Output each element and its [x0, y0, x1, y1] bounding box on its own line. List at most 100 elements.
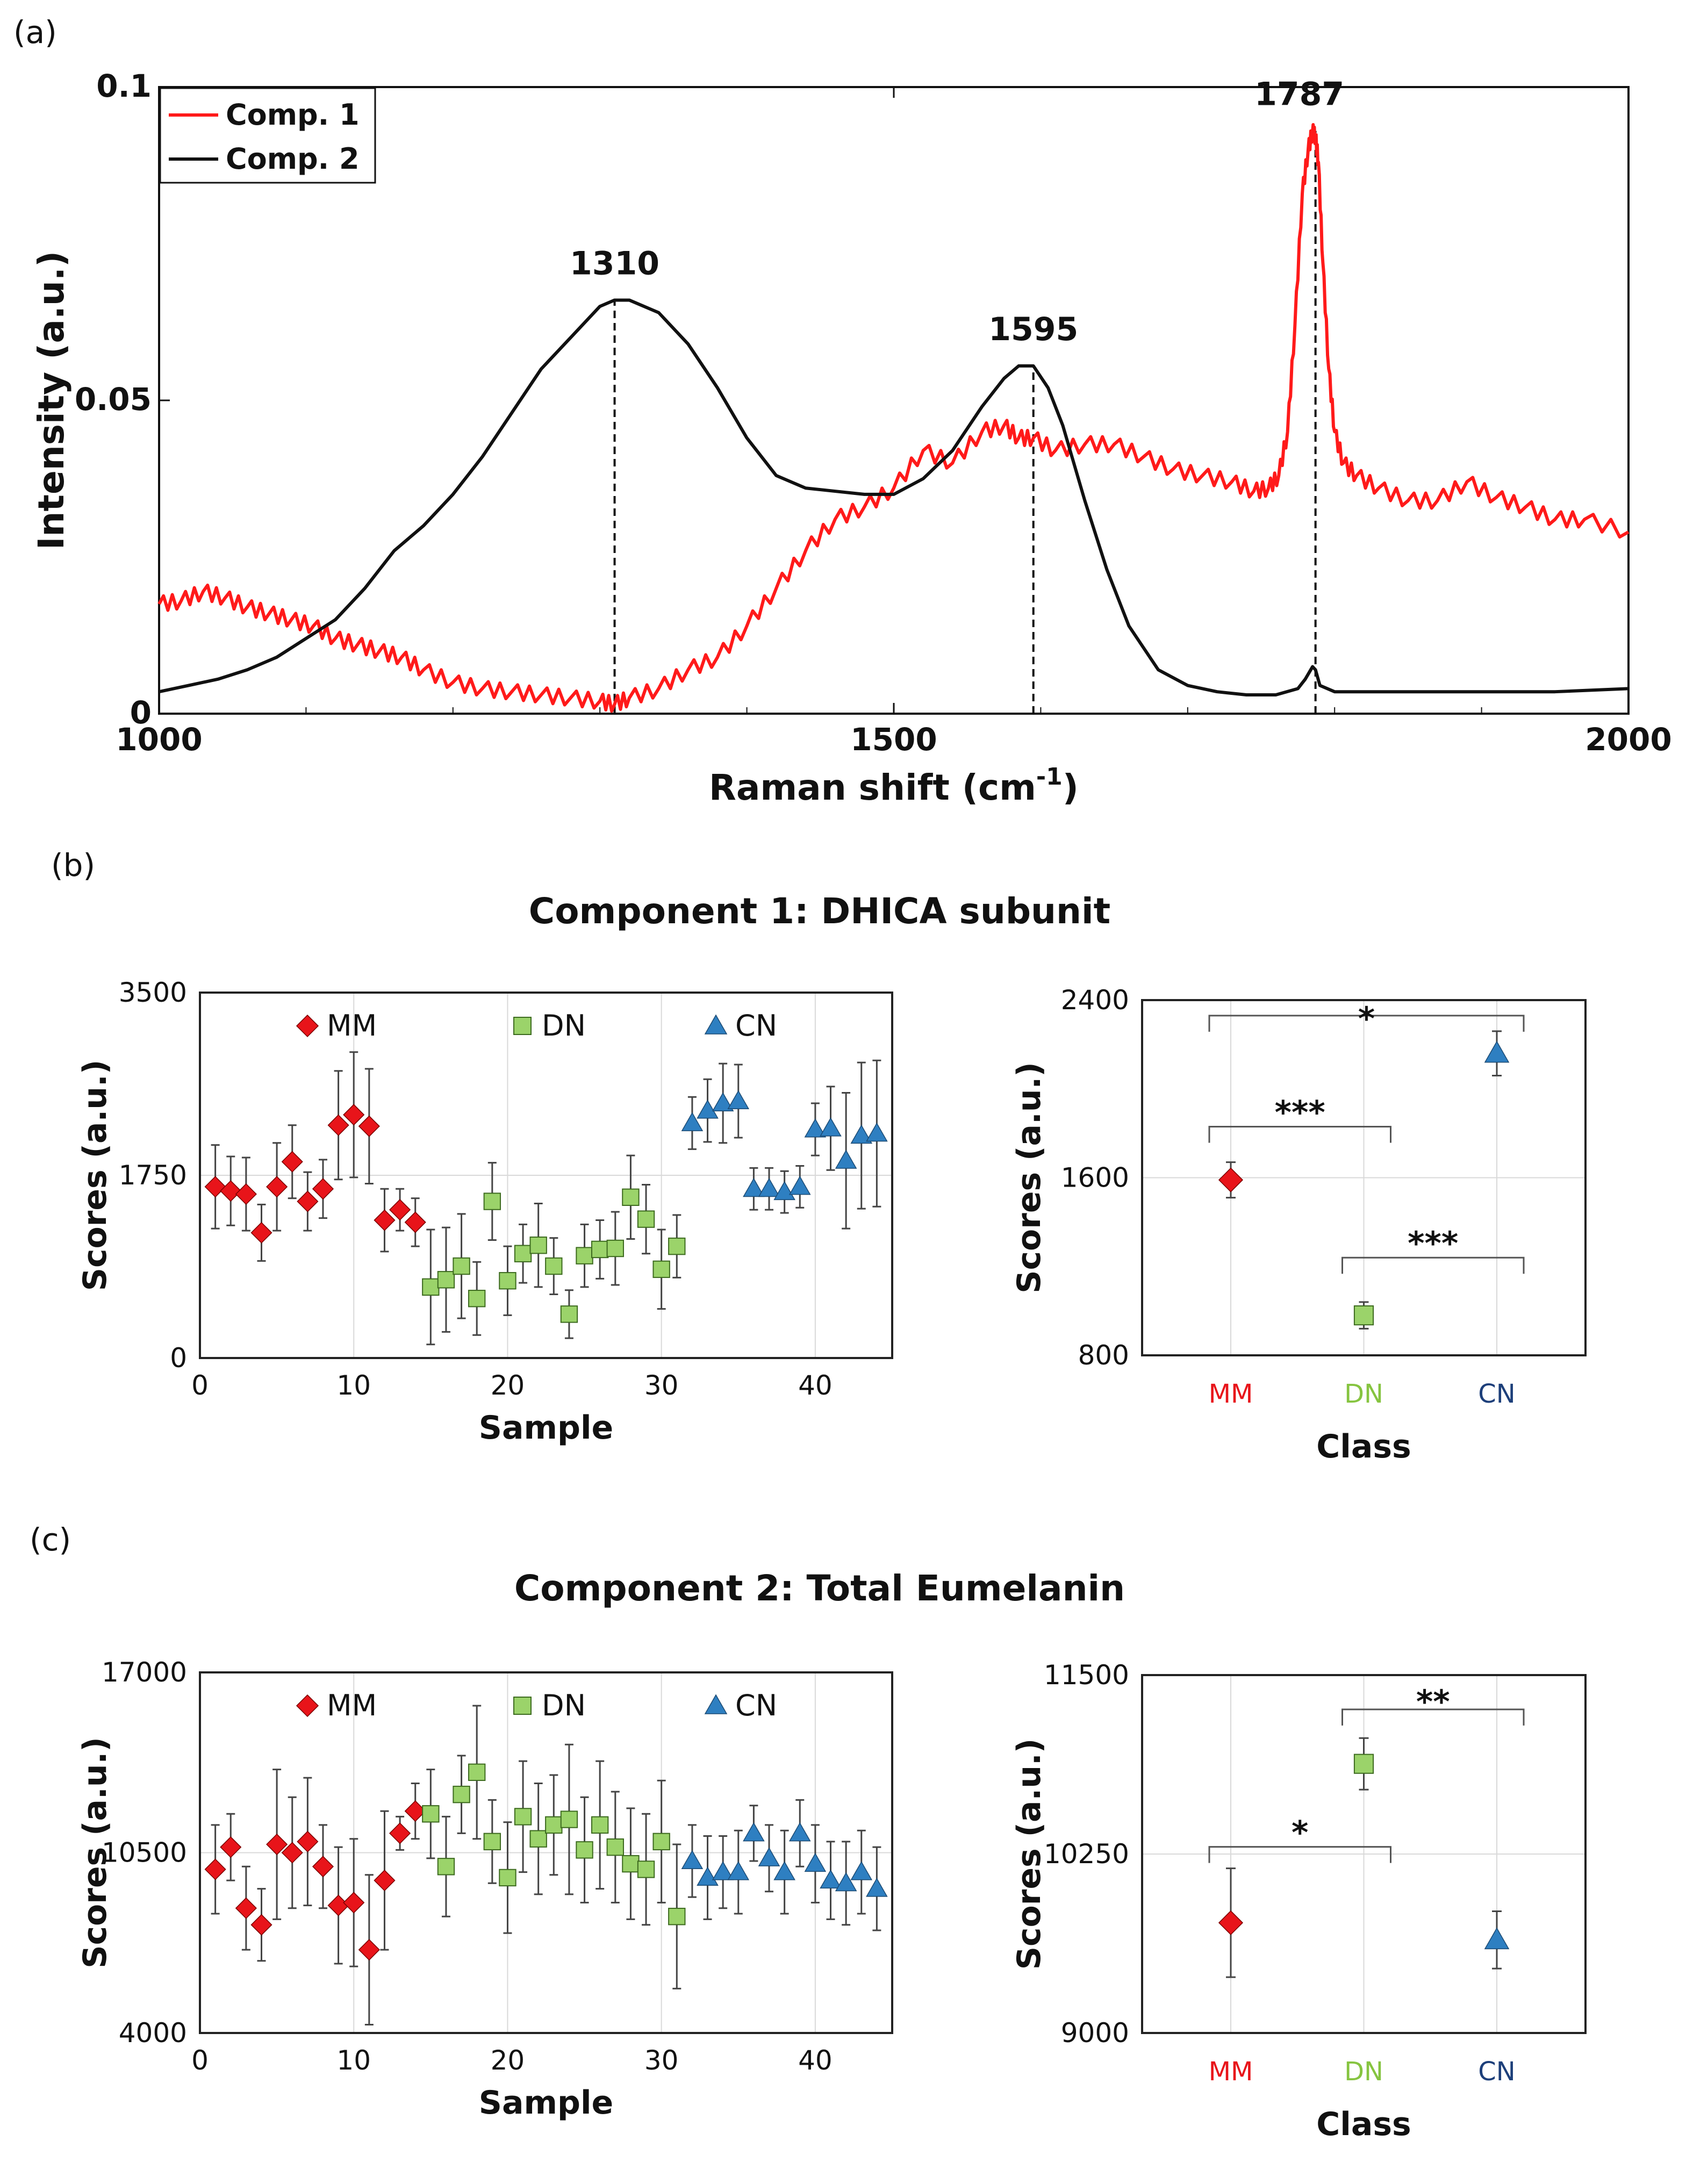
- data-point-mm: [404, 1211, 426, 1233]
- significance-bracket: [1341, 1256, 1525, 1274]
- data-point-cn: [788, 1822, 811, 1842]
- panel-label-a: (a): [13, 14, 57, 51]
- class-tick-label-dn: DN: [1344, 1379, 1383, 1409]
- x-axis-label: Sample: [479, 1409, 613, 1447]
- y-tick-label: 800: [1078, 1340, 1129, 1371]
- peak-label: 1310: [570, 245, 659, 282]
- data-point-dn: [591, 1240, 609, 1259]
- legend-entry: CN: [735, 1009, 777, 1043]
- panel-label-c: (c): [30, 1521, 71, 1558]
- class-mean-dn: [1353, 1305, 1374, 1326]
- significance-label: *: [1292, 1814, 1308, 1852]
- data-point-cn: [820, 1869, 842, 1889]
- class-mean-mm: [1218, 1910, 1244, 1935]
- data-point-mm: [358, 1939, 380, 1961]
- significance-bracket: [1208, 1846, 1391, 1863]
- data-point-dn: [637, 1860, 655, 1878]
- data-point-mm: [250, 1914, 272, 1936]
- x-tick-label: 40: [798, 1370, 833, 1401]
- data-point-mm: [204, 1176, 226, 1198]
- data-point-mm: [327, 1894, 349, 1916]
- data-point-dn: [483, 1833, 501, 1851]
- data-point-cn: [773, 1861, 795, 1880]
- data-point-mm: [220, 1180, 242, 1202]
- data-point-cn: [743, 1822, 765, 1842]
- data-point-mm: [389, 1822, 411, 1844]
- data-point-dn: [422, 1278, 440, 1296]
- y-axis-label: Scores (a.u.): [1010, 1738, 1048, 1970]
- x-tick-label: 10: [336, 2045, 371, 2076]
- data-point-cn: [788, 1175, 811, 1195]
- class-tick-label-dn: DN: [1344, 2057, 1383, 2087]
- plot-frame: [199, 1671, 893, 2034]
- data-point-cn: [697, 1100, 719, 1119]
- x-tick-label: 1000: [116, 721, 202, 758]
- y-tick-label: 0: [170, 1342, 187, 1374]
- x-tick-label: 30: [644, 1370, 679, 1401]
- series-line-1: [157, 123, 1630, 713]
- data-point-cn: [804, 1852, 827, 1872]
- data-point-dn: [606, 1239, 624, 1258]
- data-point-cn: [850, 1124, 873, 1144]
- chart-component2-samples: 0 10 20 30 40 4000 10500 17000 Sample Scores (a.u…: [76, 1657, 893, 2122]
- data-point-cn: [712, 1861, 734, 1880]
- data-point-cn: [758, 1847, 780, 1866]
- class-mean-dn: [1353, 1754, 1374, 1774]
- y-tick-label: 2400: [1061, 985, 1129, 1016]
- data-point-dn: [437, 1858, 455, 1876]
- data-point-dn: [591, 1816, 609, 1834]
- x-tick-label: 0: [191, 1370, 209, 1401]
- data-point-cn: [773, 1181, 795, 1201]
- class-mean-mm: [1218, 1167, 1244, 1192]
- data-point-cn: [727, 1090, 750, 1110]
- data-point-mm: [204, 1858, 226, 1880]
- significance-bracket: [1341, 1708, 1525, 1726]
- x-axis-label: Class: [1316, 2106, 1411, 2143]
- legend-entry: MM: [327, 1009, 377, 1043]
- data-point-mm: [389, 1199, 411, 1221]
- section-title-b: Component 1: DHICA subunit: [529, 890, 1110, 932]
- significance-label: ***: [1408, 1225, 1458, 1262]
- data-point-dn: [545, 1816, 563, 1834]
- data-point-cn: [743, 1177, 765, 1197]
- data-point-cn: [850, 1861, 873, 1880]
- x-tick-label: 40: [798, 2045, 833, 2076]
- significance-label: ***: [1275, 1094, 1325, 1131]
- x-tick-label: 20: [491, 2045, 525, 2076]
- y-tick-label: 10250: [1044, 1838, 1129, 1870]
- y-axis-label: Scores (a.u.): [1010, 1062, 1048, 1294]
- x-axis-label: Raman shift (cm-1): [709, 763, 1079, 808]
- legend-entry: Comp. 1: [226, 98, 360, 132]
- data-point-mm: [297, 1830, 319, 1852]
- y-tick-label: 0: [130, 694, 152, 731]
- data-point-cn: [866, 1122, 888, 1142]
- data-point-dn: [499, 1869, 516, 1887]
- data-point-cn: [681, 1112, 704, 1131]
- significance-label: **: [1416, 1683, 1450, 1721]
- data-point-mm: [266, 1176, 288, 1198]
- data-point-dn: [637, 1210, 655, 1228]
- peak-label: 1595: [988, 311, 1078, 348]
- legend-marker-mm: [296, 1694, 319, 1718]
- y-tick-label: 0.1: [96, 68, 152, 104]
- y-tick-label: 1600: [1061, 1162, 1129, 1194]
- data-point-dn: [514, 1808, 532, 1826]
- data-point-dn: [560, 1305, 578, 1323]
- y-axis-label: Scores (a.u.): [76, 1737, 114, 1969]
- data-point-cn: [681, 1850, 704, 1869]
- x-tick-label: 10: [336, 1370, 371, 1401]
- data-point-mm: [250, 1222, 272, 1244]
- y-tick-label: 9000: [1061, 2017, 1129, 2049]
- y-tick-label: 0.05: [75, 381, 152, 418]
- class-mean-cn: [1484, 1927, 1510, 1950]
- class-mean-cn: [1484, 1040, 1510, 1063]
- data-point-cn: [835, 1150, 857, 1169]
- x-tick-label: 2000: [1585, 721, 1671, 758]
- x-axis-label-main: Raman shift (cm: [709, 767, 1036, 808]
- data-point-cn: [866, 1878, 888, 1897]
- significance-label: *: [1358, 1000, 1375, 1038]
- data-point-cn: [712, 1092, 734, 1111]
- x-tick-label: 20: [491, 1370, 525, 1401]
